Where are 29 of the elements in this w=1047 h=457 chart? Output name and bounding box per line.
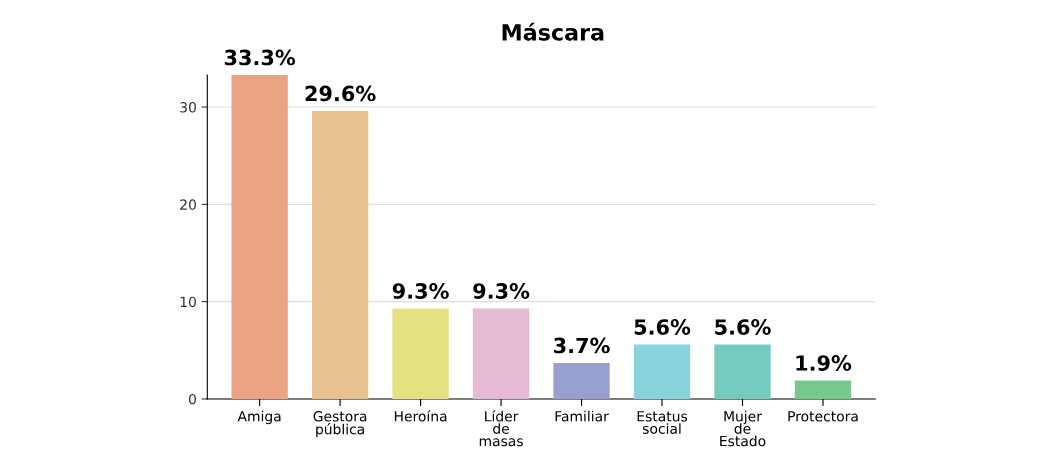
data-label: 5.6%: [715, 319, 771, 335]
data-label: 29.6%: [305, 85, 376, 102]
bar: [472, 308, 530, 399]
data-label: 1.9%: [796, 355, 852, 371]
x-tick-label: Protectora: [788, 411, 858, 422]
x-tick-label: Líder de masas: [479, 410, 523, 447]
x-tick-label: Amiga: [237, 410, 281, 425]
y-tick-label: 30: [180, 102, 196, 113]
bar: [794, 380, 852, 399]
x-tick-label: Familiar: [555, 410, 609, 422]
data-label: 3.7%: [554, 337, 610, 354]
data-label: 9.3%: [473, 283, 530, 299]
bar: [633, 344, 691, 399]
y-tick-label: 10: [180, 296, 196, 308]
data-label: 9.3%: [392, 283, 449, 299]
bar: [714, 344, 771, 399]
chart-title: Máscara: [502, 22, 604, 41]
x-tick-label: Mujer de Estado: [720, 410, 766, 447]
bar: [553, 362, 610, 399]
data-label: 33.3%: [224, 49, 296, 66]
data-label: 5.6%: [634, 319, 691, 335]
bar: [231, 74, 288, 399]
y-tick-label: 0: [188, 393, 196, 405]
x-tick-label: Heroína: [394, 410, 447, 422]
y-tick-label: 20: [180, 199, 196, 210]
x-tick-label: Gestora pública: [313, 411, 367, 438]
x-tick-label: Estatus social: [637, 411, 688, 434]
bar: [311, 110, 369, 399]
bar: [392, 308, 449, 399]
